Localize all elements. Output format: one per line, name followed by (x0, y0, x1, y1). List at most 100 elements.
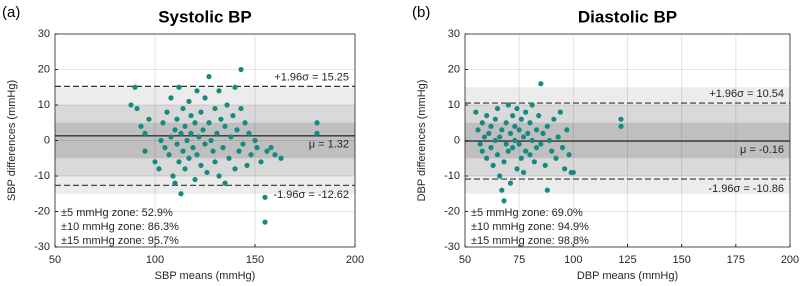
data-point (503, 120, 509, 126)
data-point (204, 169, 210, 176)
chart-title: Diastolic BP (578, 7, 677, 26)
panel: (b) Diastolic BP -30 -20 -10 0 10 20 30 50 75 100 12… (412, 4, 799, 282)
y-tick-label: -10 (34, 170, 50, 182)
data-point (484, 113, 490, 119)
data-point (142, 148, 148, 154)
data-point (210, 148, 216, 154)
y-tick-label: 30 (448, 28, 460, 40)
data-point (190, 145, 196, 151)
data-point (501, 159, 507, 165)
data-point (538, 81, 544, 87)
y-tick-label: 0 (454, 134, 460, 146)
data-point (168, 134, 174, 140)
y-tick-label: 0 (44, 134, 50, 146)
data-point (490, 162, 496, 168)
data-point (178, 130, 184, 136)
data-point (174, 141, 180, 147)
x-tick-label: 150 (672, 254, 690, 266)
data-point (188, 130, 194, 136)
data-point (224, 102, 230, 108)
data-point (152, 159, 158, 165)
data-point (128, 102, 134, 108)
data-point (523, 148, 529, 154)
data-point (546, 137, 553, 144)
data-point (507, 130, 514, 136)
data-point (542, 162, 548, 168)
data-point (216, 173, 222, 179)
data-point (134, 105, 140, 112)
data-point (531, 159, 537, 165)
data-point (174, 116, 180, 122)
zone-stat: ±15 mmHg zone: 98.8% (471, 235, 589, 247)
data-point (501, 198, 507, 204)
data-point (533, 145, 540, 151)
data-point (618, 116, 624, 122)
data-point (481, 134, 488, 140)
data-point (192, 176, 198, 183)
data-point (182, 123, 188, 129)
data-point (559, 145, 566, 151)
data-point (544, 187, 550, 193)
data-point (497, 173, 503, 179)
data-point (564, 127, 570, 133)
data-point (262, 194, 268, 200)
data-point (512, 137, 518, 144)
data-point (527, 120, 533, 126)
data-point (544, 123, 550, 129)
data-point (536, 113, 542, 119)
data-point (562, 166, 568, 172)
data-point (212, 159, 218, 165)
data-point (222, 123, 228, 129)
data-point (486, 130, 492, 136)
y-tick-label: -20 (34, 205, 50, 217)
data-point (252, 137, 258, 144)
data-point (497, 134, 503, 140)
y-tick-label: -30 (444, 241, 460, 253)
data-point (244, 162, 250, 168)
data-point (492, 116, 498, 122)
data-point (208, 137, 214, 144)
data-point (512, 123, 518, 129)
data-point (216, 88, 222, 94)
data-point (516, 141, 522, 147)
y-tick-label: 30 (38, 28, 50, 40)
data-point (518, 116, 524, 122)
data-point (170, 173, 176, 179)
data-point (164, 109, 170, 115)
y-tick-label: -10 (444, 170, 460, 182)
data-point (182, 166, 188, 172)
data-point (226, 155, 232, 161)
data-point (192, 120, 198, 126)
data-point (214, 130, 220, 136)
data-point (488, 123, 494, 129)
data-point (254, 145, 260, 151)
y-axis-label: SBP differences (mmHg) (6, 80, 18, 201)
x-tick-label: 200 (781, 254, 799, 266)
y-tick-label: 10 (448, 99, 460, 111)
data-point (520, 169, 527, 176)
data-point (494, 105, 501, 112)
data-point (138, 123, 144, 129)
data-point (184, 137, 190, 144)
data-point (172, 127, 178, 133)
data-point (499, 187, 505, 193)
y-tick-label: 20 (448, 63, 460, 75)
data-point (186, 155, 192, 161)
data-point (514, 105, 520, 112)
data-point (479, 148, 485, 154)
x-tick-label: 150 (246, 254, 264, 266)
data-point (262, 219, 268, 225)
data-point (510, 113, 516, 119)
x-axis-label: SBP means (mmHg) (155, 270, 256, 282)
y-axis-label: DBP differences (mmHg) (416, 80, 428, 202)
data-point (160, 120, 166, 126)
data-point (202, 95, 208, 101)
data-point (212, 105, 218, 112)
data-point (503, 141, 509, 147)
data-point (510, 145, 516, 151)
y-tick-label: -30 (34, 241, 50, 253)
data-point (232, 166, 238, 172)
zone-stat: ±5 mmHg zone: 52.9% (61, 207, 173, 219)
data-point (132, 84, 138, 90)
data-point (196, 134, 202, 140)
